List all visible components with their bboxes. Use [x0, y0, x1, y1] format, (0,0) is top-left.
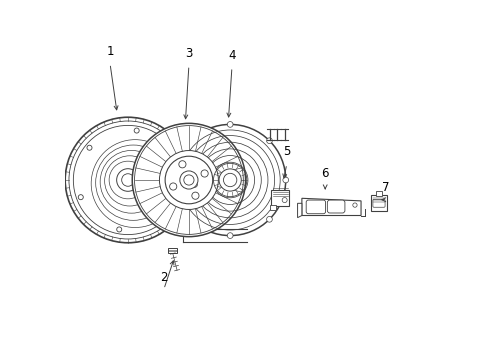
- Circle shape: [191, 182, 197, 188]
- Circle shape: [65, 117, 190, 243]
- Circle shape: [78, 195, 83, 200]
- Text: 5: 5: [283, 145, 290, 158]
- Circle shape: [219, 169, 241, 191]
- Circle shape: [201, 170, 208, 177]
- Polygon shape: [297, 203, 301, 218]
- Text: 1: 1: [106, 45, 114, 58]
- FancyBboxPatch shape: [271, 189, 289, 206]
- Circle shape: [191, 192, 199, 199]
- Circle shape: [87, 145, 92, 150]
- FancyBboxPatch shape: [375, 191, 382, 196]
- Circle shape: [266, 216, 272, 222]
- Circle shape: [187, 216, 193, 222]
- FancyBboxPatch shape: [372, 199, 384, 207]
- FancyBboxPatch shape: [326, 200, 344, 213]
- FancyBboxPatch shape: [371, 195, 386, 211]
- Circle shape: [172, 160, 177, 165]
- Circle shape: [159, 150, 218, 210]
- Text: 6: 6: [321, 167, 328, 180]
- FancyBboxPatch shape: [269, 205, 275, 210]
- Circle shape: [227, 122, 233, 127]
- Circle shape: [174, 125, 285, 235]
- Circle shape: [169, 183, 177, 190]
- Text: 4: 4: [228, 49, 235, 62]
- Circle shape: [117, 227, 122, 232]
- Circle shape: [223, 173, 236, 187]
- Polygon shape: [301, 198, 360, 216]
- Circle shape: [227, 233, 233, 238]
- Circle shape: [132, 123, 245, 237]
- Circle shape: [266, 138, 272, 144]
- Circle shape: [73, 125, 182, 235]
- Text: 3: 3: [185, 47, 192, 60]
- Circle shape: [282, 198, 286, 203]
- Circle shape: [122, 174, 134, 186]
- Circle shape: [117, 169, 139, 191]
- Circle shape: [282, 177, 288, 183]
- Circle shape: [134, 128, 139, 133]
- Circle shape: [179, 161, 185, 168]
- Circle shape: [187, 138, 193, 144]
- Circle shape: [352, 203, 356, 207]
- Circle shape: [171, 177, 177, 183]
- Circle shape: [165, 156, 212, 204]
- Circle shape: [163, 210, 168, 215]
- FancyBboxPatch shape: [168, 248, 177, 253]
- Circle shape: [69, 121, 186, 239]
- FancyBboxPatch shape: [305, 200, 325, 214]
- Circle shape: [183, 175, 194, 185]
- Text: 7: 7: [382, 181, 389, 194]
- Circle shape: [180, 171, 198, 189]
- Text: 2: 2: [160, 271, 167, 284]
